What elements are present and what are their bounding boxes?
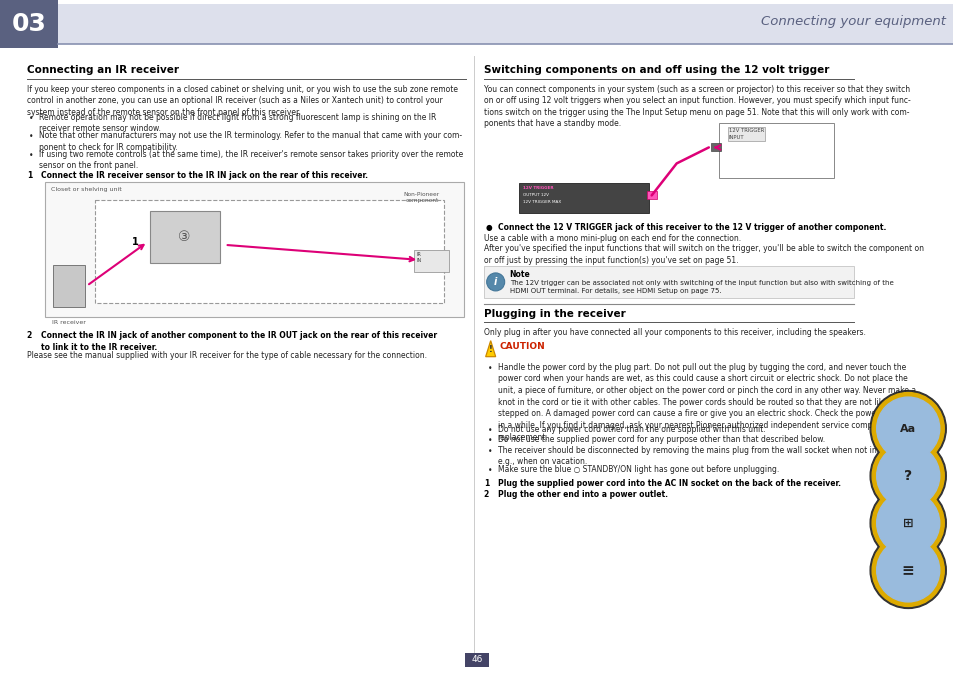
- Text: Only plug in after you have connected all your components to this receiver, incl: Only plug in after you have connected al…: [483, 329, 864, 338]
- Text: OUTPUT 12V: OUTPUT 12V: [522, 194, 548, 197]
- Text: ●: ●: [485, 223, 492, 232]
- Text: The 12V trigger can be associated not only with switching of the input function : The 12V trigger can be associated not on…: [509, 280, 893, 294]
- Text: ≡: ≡: [901, 563, 914, 578]
- Circle shape: [871, 393, 943, 464]
- Text: Do not use any power cord other than the one supplied with this unit.: Do not use any power cord other than the…: [497, 425, 764, 434]
- Circle shape: [876, 491, 939, 555]
- Circle shape: [869, 485, 945, 561]
- Polygon shape: [485, 341, 496, 356]
- Bar: [464, 653, 489, 667]
- Text: IR receiver: IR receiver: [51, 320, 86, 325]
- Text: 12V TRIGGER: 12V TRIGGER: [522, 186, 553, 190]
- Text: Plug the supplied power cord into the AC IN socket on the back of the receiver.: Plug the supplied power cord into the AC…: [497, 479, 840, 488]
- Circle shape: [869, 391, 945, 466]
- Text: CAUTION: CAUTION: [499, 342, 545, 351]
- Text: IR
IN: IR IN: [416, 252, 421, 263]
- Circle shape: [876, 397, 939, 460]
- FancyBboxPatch shape: [94, 200, 444, 303]
- Circle shape: [869, 438, 945, 514]
- Text: •: •: [487, 364, 492, 373]
- Text: •: •: [29, 132, 33, 141]
- Bar: [58, 4, 953, 44]
- Bar: [52, 265, 85, 307]
- Circle shape: [869, 533, 945, 608]
- Circle shape: [876, 444, 939, 508]
- Bar: [518, 184, 648, 213]
- Circle shape: [871, 440, 943, 512]
- Text: Connect the IR IN jack of another component to the IR OUT jack on the rear of th: Connect the IR IN jack of another compon…: [41, 331, 436, 352]
- Bar: [150, 211, 219, 263]
- Text: If you keep your stereo components in a closed cabinet or shelving unit, or you : If you keep your stereo components in a …: [27, 84, 457, 117]
- Circle shape: [871, 535, 943, 606]
- Text: ③: ③: [178, 230, 191, 244]
- Text: Note: Note: [509, 270, 530, 279]
- Bar: [710, 143, 720, 151]
- Text: After you've specified the input functions that will switch on the trigger, you': After you've specified the input functio…: [483, 244, 923, 265]
- Text: 1: 1: [132, 237, 138, 247]
- Bar: [718, 124, 833, 178]
- Text: Connect the IR receiver sensor to the IR IN jack on the rear of this receiver.: Connect the IR receiver sensor to the IR…: [41, 171, 367, 180]
- Text: •: •: [487, 427, 492, 435]
- Bar: [0, 0, 58, 48]
- Text: If using two remote controls (at the same time), the IR receiver's remote sensor: If using two remote controls (at the sam…: [39, 150, 462, 170]
- Text: Plugging in the receiver: Plugging in the receiver: [483, 309, 625, 319]
- Text: Please see the manual supplied with your IR receiver for the type of cable neces: Please see the manual supplied with your…: [27, 351, 426, 360]
- Text: 12V TRIGGER
INPUT: 12V TRIGGER INPUT: [728, 128, 763, 140]
- Bar: [646, 192, 656, 199]
- Text: 2: 2: [27, 331, 32, 340]
- Text: •: •: [487, 437, 492, 446]
- Text: 12V TRIGGER MAX: 12V TRIGGER MAX: [522, 200, 560, 205]
- Text: 03: 03: [11, 12, 47, 36]
- Text: Non-Pioneer
component: Non-Pioneer component: [402, 192, 438, 203]
- Text: Switching components on and off using the 12 volt trigger: Switching components on and off using th…: [483, 65, 828, 75]
- Text: •: •: [29, 113, 33, 123]
- Text: ?: ?: [903, 469, 911, 483]
- Text: Do not use the supplied power cord for any purpose other than that described bel: Do not use the supplied power cord for a…: [497, 435, 824, 445]
- Text: 1: 1: [483, 479, 489, 488]
- Bar: [414, 250, 449, 272]
- Text: !: !: [488, 345, 492, 354]
- Bar: [483, 266, 853, 298]
- Text: Closet or shelving unit: Closet or shelving unit: [51, 187, 121, 192]
- Text: You can connect components in your system (such as a screen or projector) to thi: You can connect components in your syste…: [483, 84, 909, 128]
- Text: ⊞: ⊞: [902, 516, 913, 530]
- Text: Note that other manufacturers may not use the IR terminology. Refer to the manua: Note that other manufacturers may not us…: [39, 131, 461, 152]
- Text: The receiver should be disconnected by removing the mains plug from the wall soc: The receiver should be disconnected by r…: [497, 446, 923, 466]
- Text: Remote operation may not be possible if direct light from a strong fluorescent l: Remote operation may not be possible if …: [39, 113, 436, 134]
- Circle shape: [876, 539, 939, 602]
- Text: Handle the power cord by the plug part. Do not pull out the plug by tugging the : Handle the power cord by the plug part. …: [497, 362, 918, 441]
- Text: •: •: [29, 151, 33, 159]
- Text: Make sure the blue ○ STANDBY/ON light has gone out before unplugging.: Make sure the blue ○ STANDBY/ON light ha…: [497, 464, 778, 474]
- Text: Use a cable with a mono mini-plug on each end for the connection.: Use a cable with a mono mini-plug on eac…: [483, 234, 740, 243]
- Circle shape: [871, 487, 943, 559]
- Text: •: •: [487, 466, 492, 475]
- Text: Connect the 12 V TRIGGER jack of this receiver to the 12 V trigger of another co: Connect the 12 V TRIGGER jack of this re…: [497, 223, 885, 232]
- Text: Plug the other end into a power outlet.: Plug the other end into a power outlet.: [497, 490, 667, 499]
- Text: Connecting an IR receiver: Connecting an IR receiver: [27, 65, 178, 75]
- Text: •: •: [487, 447, 492, 456]
- Text: Connecting your equipment: Connecting your equipment: [760, 16, 945, 28]
- Text: i: i: [494, 277, 497, 287]
- Text: 2: 2: [483, 490, 489, 499]
- Bar: [45, 182, 464, 317]
- Text: Aa: Aa: [900, 424, 915, 433]
- Circle shape: [486, 273, 504, 291]
- Text: 46: 46: [471, 655, 482, 664]
- Text: 1: 1: [27, 171, 32, 180]
